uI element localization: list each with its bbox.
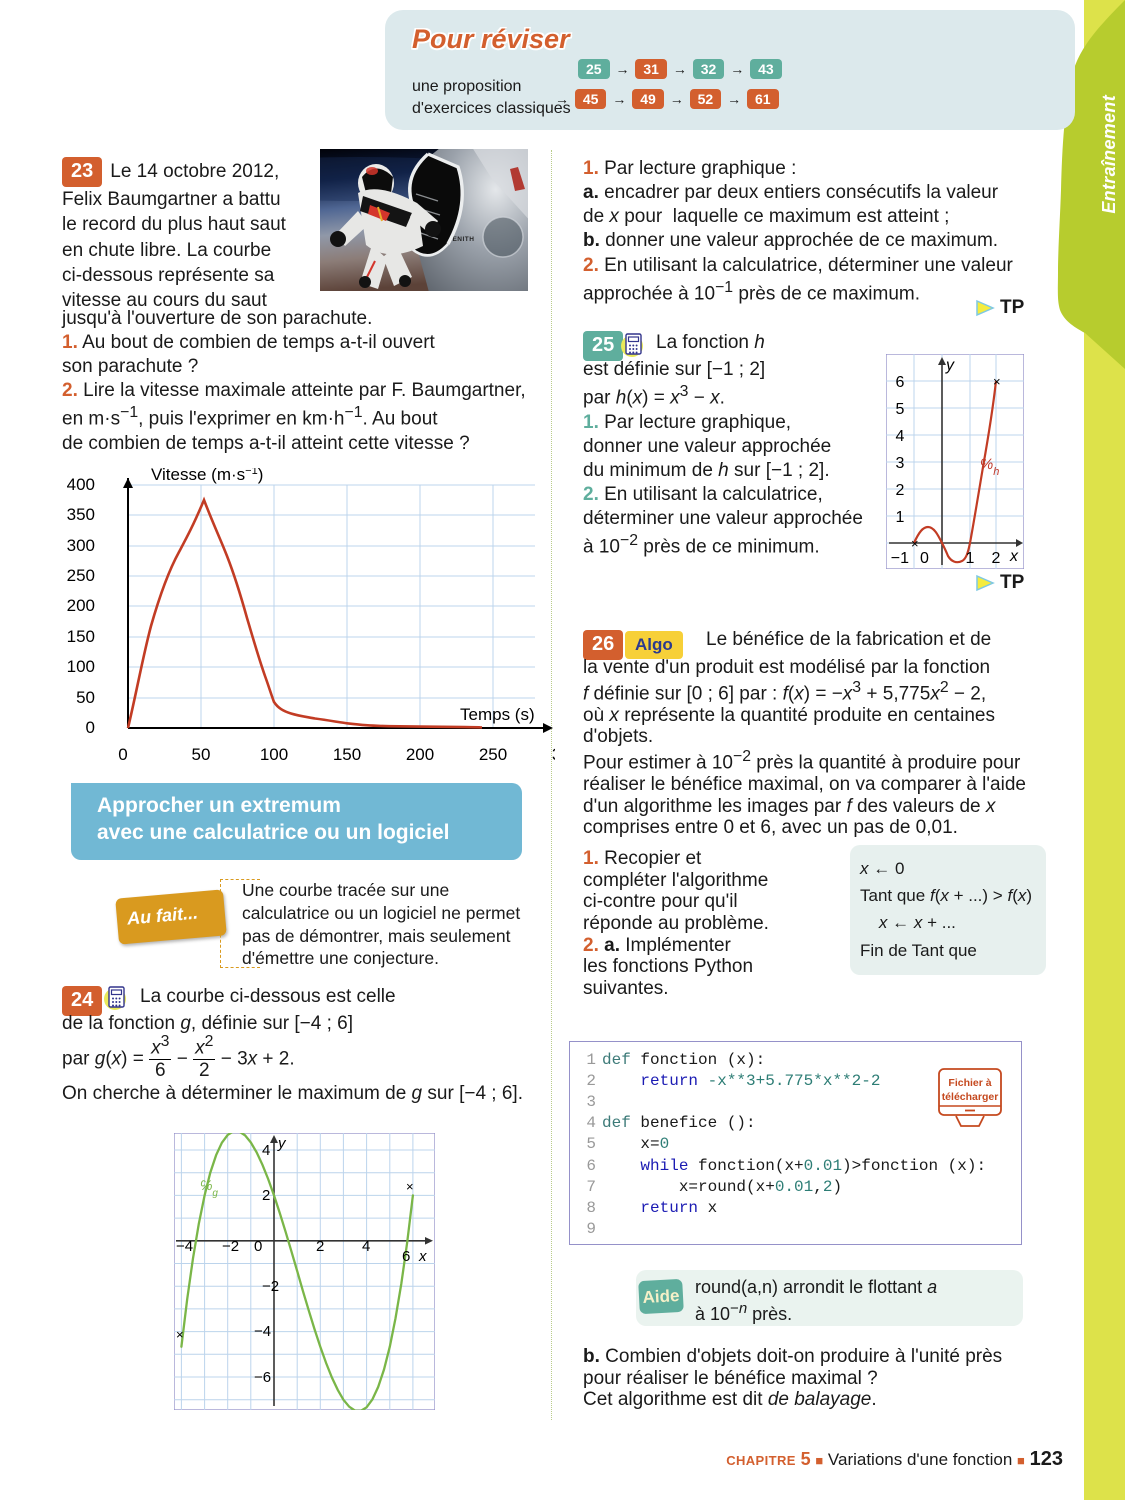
- svg-text:0: 0: [254, 1238, 262, 1255]
- svg-text:200: 200: [406, 745, 434, 764]
- svg-text:4: 4: [896, 428, 905, 445]
- svg-text:300: 300: [552, 745, 555, 764]
- svg-text:−2: −2: [262, 1278, 279, 1295]
- svg-text:5: 5: [896, 401, 905, 418]
- svg-text:50: 50: [192, 745, 211, 764]
- svg-text:250: 250: [479, 745, 507, 764]
- svg-text:0: 0: [86, 718, 95, 737]
- svg-text:350: 350: [67, 505, 95, 524]
- svg-text:0: 0: [118, 745, 127, 764]
- svg-text:Vitesse (m·s−1): Vitesse (m·s−1): [151, 468, 263, 484]
- svg-text:Fichier à: Fichier à: [948, 1077, 991, 1089]
- svg-text:400: 400: [67, 475, 95, 494]
- svg-text:x: x: [1009, 548, 1019, 565]
- svg-text:0: 0: [920, 550, 929, 567]
- svg-text:×: ×: [176, 1327, 184, 1342]
- svg-text:4: 4: [262, 1142, 270, 1159]
- svg-text:1: 1: [896, 509, 905, 526]
- svg-text:250: 250: [67, 566, 95, 585]
- svg-text:×: ×: [993, 374, 1001, 389]
- svg-text:Temps (s): Temps (s): [460, 705, 535, 724]
- svg-text:2: 2: [992, 550, 1001, 567]
- svg-text:x: x: [418, 1248, 427, 1265]
- svg-text:y: y: [945, 357, 955, 374]
- svg-text:−6: −6: [254, 1369, 271, 1386]
- svg-text:4: 4: [362, 1238, 370, 1255]
- svg-text:6: 6: [896, 374, 905, 391]
- svg-text:50: 50: [76, 688, 95, 707]
- svg-text:−2: −2: [222, 1238, 239, 1255]
- svg-text:200: 200: [67, 596, 95, 615]
- svg-text:300: 300: [67, 536, 95, 555]
- svg-text:2: 2: [316, 1238, 324, 1255]
- svg-text:−1: −1: [891, 550, 909, 567]
- svg-text:100: 100: [67, 657, 95, 676]
- svg-text:−4: −4: [176, 1238, 193, 1255]
- svg-text:−4: −4: [254, 1323, 271, 1340]
- svg-text:×: ×: [406, 1179, 414, 1194]
- svg-text:3: 3: [896, 455, 905, 472]
- svg-text:2: 2: [262, 1187, 270, 1204]
- svg-text:×: ×: [911, 536, 919, 551]
- svg-text:1: 1: [966, 550, 975, 567]
- svg-text:150: 150: [333, 745, 361, 764]
- svg-text:télécharger: télécharger: [942, 1091, 999, 1103]
- svg-text:6: 6: [402, 1248, 410, 1265]
- svg-text:2: 2: [896, 482, 905, 499]
- svg-text:100: 100: [260, 745, 288, 764]
- svg-text:150: 150: [67, 627, 95, 646]
